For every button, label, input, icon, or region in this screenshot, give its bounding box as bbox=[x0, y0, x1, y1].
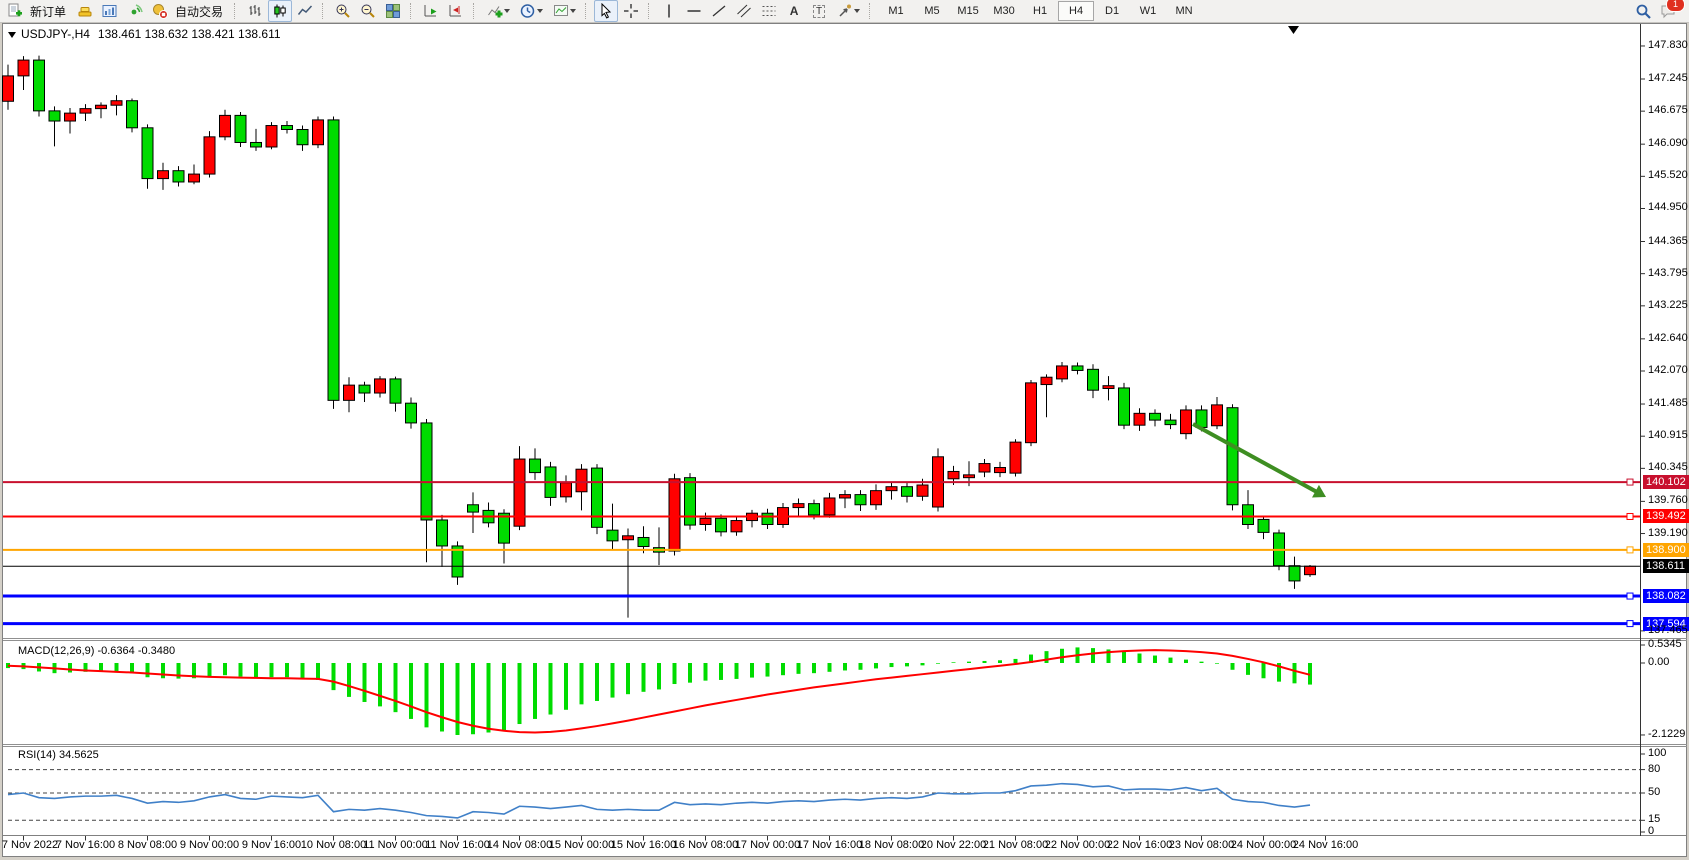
toolbar-separator bbox=[410, 3, 414, 19]
toolbar-separator bbox=[585, 3, 589, 19]
auto-scroll-button[interactable] bbox=[419, 0, 443, 22]
vertical-line-icon bbox=[668, 4, 670, 18]
chevron-down-icon bbox=[503, 9, 510, 13]
toolbar-separator bbox=[473, 3, 477, 19]
crosshair-icon bbox=[624, 4, 639, 18]
toolbar-separator bbox=[648, 3, 652, 19]
chart-shift-button[interactable] bbox=[444, 0, 468, 22]
line-chart-icon bbox=[297, 5, 313, 15]
toolbar-separator bbox=[869, 3, 873, 19]
ohlc-bars-icon bbox=[249, 5, 261, 16]
timeframe-button-MN[interactable]: MN bbox=[1175, 5, 1193, 17]
tile-windows-button[interactable] bbox=[381, 0, 405, 22]
fibonacci-tool-button[interactable] bbox=[757, 0, 781, 22]
zoom-out-button[interactable] bbox=[356, 0, 380, 22]
gold-button[interactable] bbox=[73, 0, 97, 22]
timeframe-button-H1[interactable]: H1 bbox=[1033, 5, 1048, 17]
chevron-down-icon bbox=[536, 9, 543, 13]
candlestick-icon bbox=[274, 4, 286, 18]
channel-tool-button[interactable] bbox=[732, 0, 756, 22]
timeframe-button-W1[interactable]: W1 bbox=[1139, 5, 1157, 17]
text-tool-button[interactable]: A bbox=[782, 0, 806, 22]
indicators-button[interactable] bbox=[482, 0, 514, 22]
label-tool-icon: T bbox=[812, 4, 826, 18]
crosshair-tool-button[interactable] bbox=[619, 0, 643, 22]
new-order-icon bbox=[8, 3, 22, 17]
template-icon bbox=[553, 5, 568, 16]
fibonacci-icon bbox=[762, 6, 776, 16]
timeframe-button-M15[interactable]: M15 bbox=[957, 5, 979, 17]
timeframe-buttons: M1 M5 M15 M30 H1 H4 D1 W1 MN bbox=[878, 1, 1202, 21]
toolbar: 新订单 自动交易 bbox=[0, 0, 1689, 23]
chevron-down-icon bbox=[853, 9, 860, 13]
horizontal-line-tool-button[interactable] bbox=[682, 0, 706, 22]
auto-trading-button[interactable] bbox=[148, 0, 172, 22]
text-tool-icon: A bbox=[789, 4, 799, 18]
vertical-line-tool-button[interactable] bbox=[657, 0, 681, 22]
charts-button[interactable] bbox=[98, 0, 122, 22]
search-button[interactable] bbox=[1631, 0, 1655, 22]
chart-shift-icon bbox=[449, 5, 462, 17]
trendline-tool-button[interactable] bbox=[707, 0, 731, 22]
add-indicator-icon bbox=[487, 6, 503, 18]
timeframe-button-M5[interactable]: M5 bbox=[924, 5, 940, 17]
line-chart-type-button[interactable] bbox=[293, 0, 317, 22]
periods-button[interactable] bbox=[515, 0, 547, 22]
arrows-tool-button[interactable] bbox=[832, 0, 864, 22]
notifications-button[interactable]: 1 bbox=[1656, 0, 1685, 22]
new-order-label[interactable]: 新订单 bbox=[30, 4, 67, 19]
timeframe-button-M1[interactable]: M1 bbox=[888, 5, 904, 17]
signal-button[interactable] bbox=[123, 0, 147, 22]
timeframe-button-H4[interactable]: H4 bbox=[1058, 1, 1095, 21]
candlestick-type-button[interactable] bbox=[268, 0, 293, 22]
notification-badge: 1 bbox=[1666, 0, 1685, 12]
cursor-icon bbox=[601, 3, 612, 19]
equidistant-channel-icon bbox=[737, 4, 751, 18]
horizontal-line-icon bbox=[687, 10, 701, 12]
timeframe-button-D1[interactable]: D1 bbox=[1105, 5, 1120, 17]
cursor-tool-button[interactable] bbox=[594, 0, 619, 22]
trendline-icon bbox=[712, 5, 726, 17]
toolbar-separator bbox=[322, 3, 326, 19]
timeframe-button-M30[interactable]: M30 bbox=[993, 5, 1015, 17]
chevron-down-icon bbox=[569, 9, 576, 13]
zoom-out-icon bbox=[361, 4, 375, 18]
signal-icon bbox=[131, 4, 143, 15]
auto-scroll-icon bbox=[424, 5, 437, 17]
tile-windows-icon bbox=[386, 4, 401, 18]
chart-window-icon bbox=[102, 5, 117, 17]
new-order-button[interactable] bbox=[3, 0, 27, 22]
clock-icon bbox=[520, 4, 534, 18]
zoom-in-icon bbox=[336, 4, 350, 18]
gold-ingot-icon bbox=[78, 7, 92, 17]
bar-chart-type-button[interactable] bbox=[243, 0, 267, 22]
toolbar-separator bbox=[234, 3, 238, 19]
auto-trading-icon bbox=[153, 4, 169, 19]
label-tool-button[interactable]: T bbox=[807, 0, 831, 22]
search-icon bbox=[1636, 4, 1651, 19]
templates-button[interactable] bbox=[548, 0, 580, 22]
arrow-shapes-icon bbox=[839, 4, 851, 17]
zoom-in-button[interactable] bbox=[331, 0, 355, 22]
auto-trading-label[interactable]: 自动交易 bbox=[175, 4, 224, 19]
